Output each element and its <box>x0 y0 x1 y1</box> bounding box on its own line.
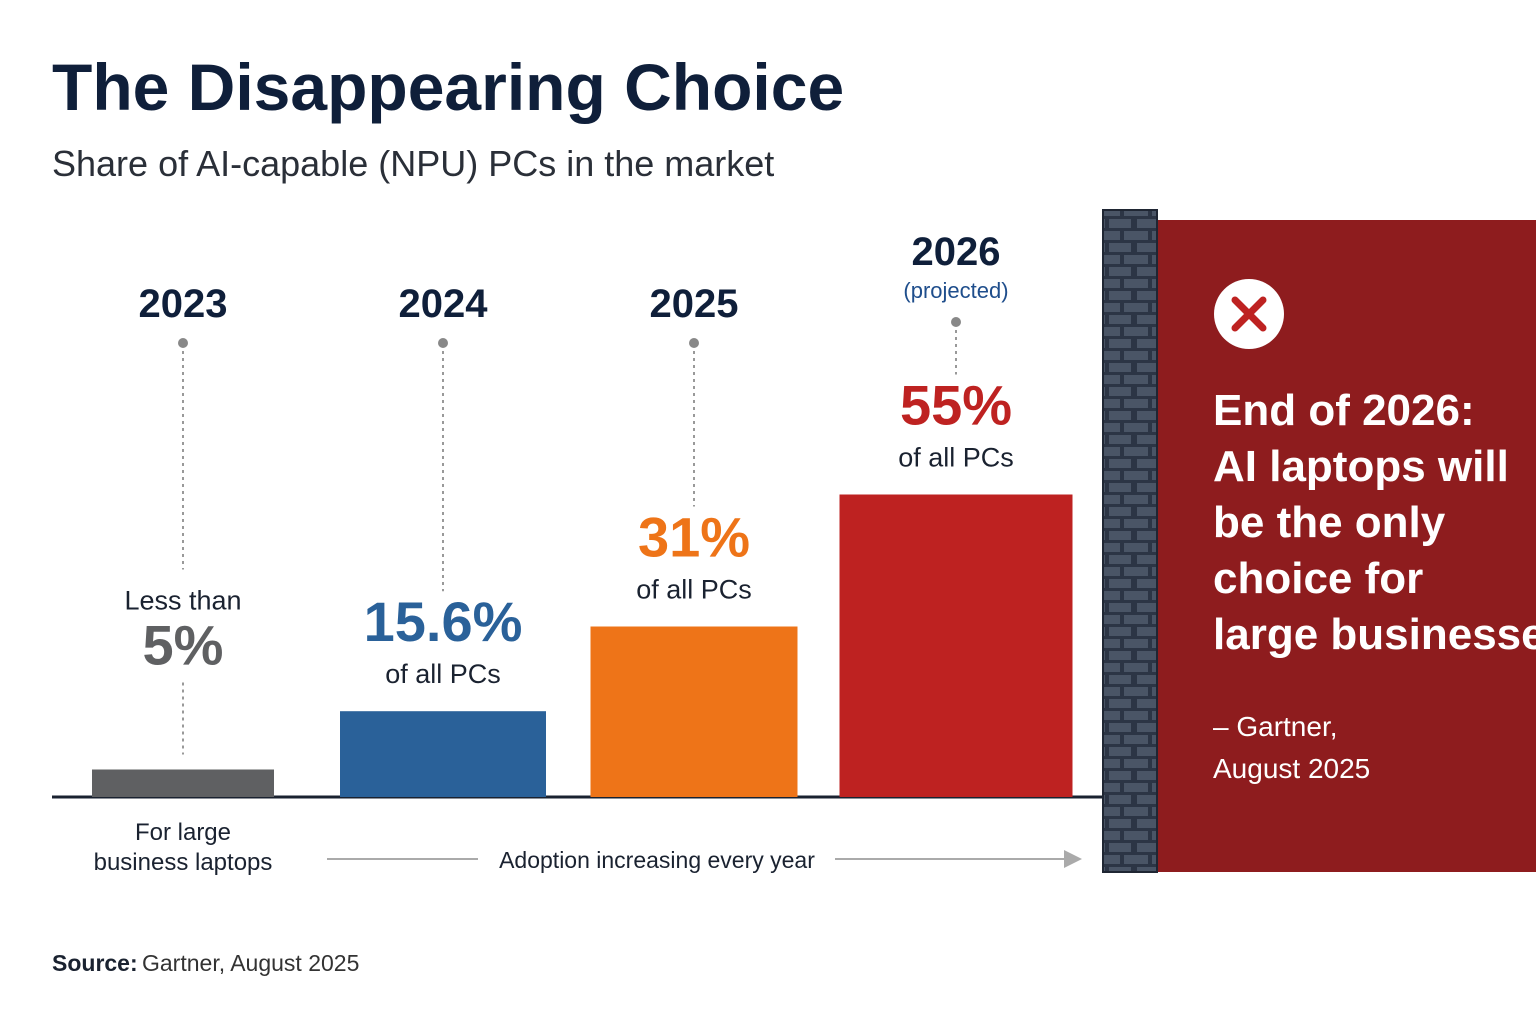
bar-note: business laptops <box>94 849 273 876</box>
value-label: 31% <box>638 506 750 569</box>
value-label-suffix: of all PCs <box>385 659 501 689</box>
leader-dot <box>951 317 961 327</box>
leader-dot <box>178 338 188 348</box>
category-note: (projected) <box>903 278 1008 303</box>
value-label: 55% <box>900 374 1012 437</box>
value-label-prefix: Less than <box>124 586 241 616</box>
bar <box>839 494 1073 797</box>
x-tick-label: 2026 <box>912 230 1001 274</box>
value-label-suffix: of all PCs <box>898 443 1014 473</box>
x-tick-label: 2024 <box>399 282 489 326</box>
bar <box>590 626 798 797</box>
callout-text: be the only <box>1213 498 1446 547</box>
bar-note: For large <box>135 819 231 846</box>
x-tick-label: 2025 <box>650 282 739 326</box>
callout-attribution: August 2025 <box>1213 753 1370 784</box>
brick-wall <box>1102 209 1158 873</box>
x-tick-label: 2023 <box>139 282 228 326</box>
leader-dot <box>689 338 699 348</box>
callout-text: large businesses <box>1213 610 1536 659</box>
value-label: 5% <box>143 614 224 677</box>
callout-text: AI laptops will <box>1213 442 1509 491</box>
bar <box>340 711 546 797</box>
chart-title: The Disappearing Choice <box>52 50 844 124</box>
callout-text: End of 2026: <box>1213 386 1475 435</box>
value-label: 15.6% <box>364 590 523 653</box>
leader-dot <box>438 338 448 348</box>
bar <box>92 769 274 797</box>
source-text: Gartner, August 2025 <box>142 950 359 976</box>
source-label: Source: <box>52 950 138 976</box>
chart-subtitle: Share of AI-capable (NPU) PCs in the mar… <box>52 143 774 184</box>
value-label-suffix: of all PCs <box>636 575 752 605</box>
x-icon-mark <box>1231 296 1267 332</box>
callout-text: choice for <box>1213 554 1423 603</box>
callout-attribution: – Gartner, <box>1213 711 1338 742</box>
arrow-label: Adoption increasing every year <box>499 847 815 873</box>
arrow-head <box>1064 850 1082 868</box>
